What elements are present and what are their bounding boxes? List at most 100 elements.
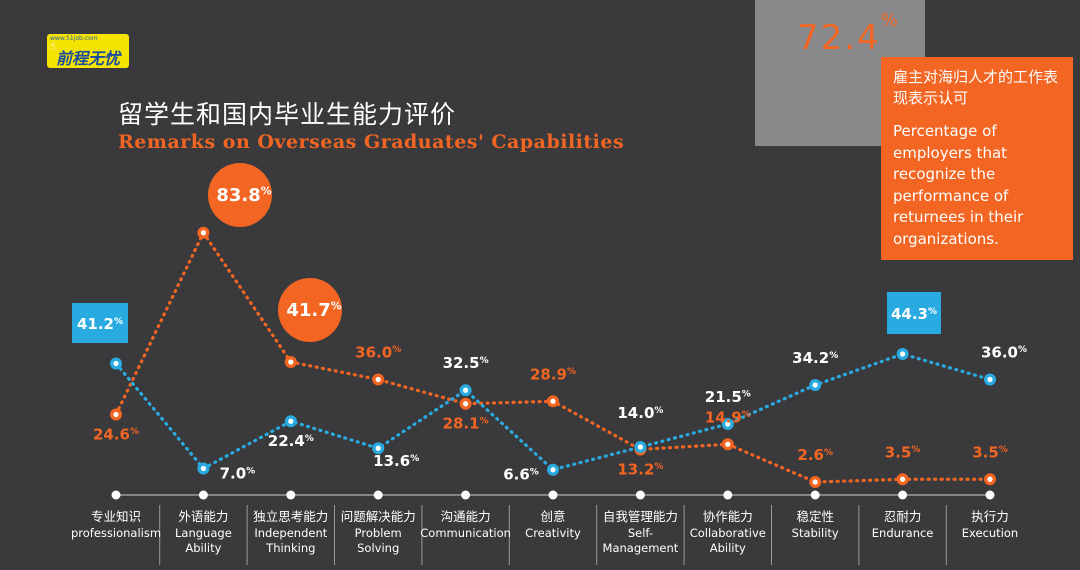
x-tick-label-cn: 创意 bbox=[540, 509, 565, 524]
hand-pointer-icon: ☝ bbox=[49, 39, 57, 53]
x-tick-label-en: Thinking bbox=[265, 541, 315, 555]
data-label: 83.8% bbox=[216, 185, 271, 206]
callout-text-en: Percentage of employers that recognize t… bbox=[893, 122, 1024, 248]
data-label: 13.2% bbox=[617, 460, 663, 478]
data-label: 3.5% bbox=[972, 443, 1008, 461]
data-label: 24.6% bbox=[93, 425, 139, 443]
axis-tick-dot bbox=[635, 490, 645, 500]
axis-tick-dot bbox=[898, 490, 908, 500]
series-point-center bbox=[113, 360, 119, 367]
data-label: 6.6% bbox=[503, 466, 539, 484]
logo-text: 前程无忧 bbox=[56, 49, 121, 68]
series-point-center bbox=[463, 387, 469, 393]
series-point-center bbox=[725, 421, 731, 427]
series-line-1 bbox=[114, 352, 992, 472]
series-point-center bbox=[113, 411, 119, 418]
x-tick-label-en: Creativity bbox=[525, 526, 581, 540]
x-tick-label-en: Self- bbox=[628, 526, 653, 540]
data-label: 14.9% bbox=[705, 408, 751, 426]
axis-tick-dot bbox=[198, 490, 208, 500]
axis-tick-dot bbox=[373, 490, 383, 500]
x-tick-label-cn: 外语能力 bbox=[178, 509, 228, 524]
callout-box: 雇主对海归人才的工作表现表示认可 Percentage of employers… bbox=[881, 57, 1073, 260]
x-tick-label-en: professionalism bbox=[71, 526, 161, 540]
series-point-center bbox=[375, 445, 381, 451]
x-tick-label-en: Language bbox=[175, 526, 232, 540]
axis-tick-dot bbox=[810, 490, 820, 500]
x-tick-label-cn: 独立思考能力 bbox=[253, 509, 328, 524]
series-point-center bbox=[200, 230, 206, 236]
x-tick-label-cn: 自我管理能力 bbox=[603, 509, 678, 524]
data-label: 41.7% bbox=[286, 300, 341, 321]
series-point-center bbox=[550, 398, 556, 404]
x-tick-label-cn: 稳定性 bbox=[796, 509, 834, 524]
axis-tick-dot bbox=[985, 490, 995, 500]
x-tick-label-en: Management bbox=[603, 541, 679, 555]
data-label: 22.4% bbox=[268, 432, 314, 450]
series-point-center bbox=[987, 376, 993, 383]
x-tick-label-en: Problem bbox=[355, 526, 402, 540]
highlight-badge bbox=[72, 303, 128, 343]
data-label: 32.5% bbox=[443, 354, 489, 372]
callout-number: 72.4 bbox=[797, 18, 881, 58]
x-tick-label-cn: 沟通能力 bbox=[441, 509, 491, 524]
callout-unit: % bbox=[880, 10, 900, 31]
x-tick-label-cn: 协作能力 bbox=[703, 509, 753, 524]
data-label: 36.0% bbox=[981, 343, 1027, 361]
logo-url: www.51job.com bbox=[50, 35, 98, 42]
series-point-center bbox=[637, 444, 644, 450]
callout-value: 72.4% bbox=[797, 10, 900, 58]
highlight-badge bbox=[208, 163, 272, 227]
highlight-badge bbox=[887, 292, 941, 334]
series-point-center bbox=[288, 418, 294, 424]
axis-tick-dot bbox=[111, 490, 121, 500]
x-tick-label-en: Collaborative bbox=[690, 526, 766, 540]
x-tick-label-cn: 专业知识 bbox=[91, 509, 141, 524]
axis-tick-dot bbox=[723, 490, 733, 500]
series-point-center bbox=[725, 441, 731, 447]
series-point-center bbox=[987, 476, 993, 482]
data-label: 13.6% bbox=[373, 452, 419, 470]
x-tick-label-en: Communication bbox=[420, 526, 511, 540]
data-label: 44.3% bbox=[891, 305, 937, 323]
data-label: 21.5% bbox=[705, 388, 751, 406]
chart-title-cn: 留学生和国内毕业生能力评价 bbox=[118, 100, 457, 129]
x-tick-label-en: Solving bbox=[357, 541, 399, 555]
axis-tick-dot bbox=[461, 490, 471, 500]
callout-text-cn: 雇主对海归人才的工作表现表示认可 bbox=[893, 68, 1059, 107]
axis-tick-dot bbox=[286, 490, 296, 500]
series-point-center bbox=[288, 359, 294, 365]
brand-logo: www.51job.com ☝ 前程无忧 bbox=[47, 34, 129, 68]
data-label: 28.9% bbox=[530, 365, 576, 383]
x-tick-label-en: Independent bbox=[254, 526, 327, 540]
x-tick-label-cn: 问题解决能力 bbox=[341, 509, 416, 524]
data-label: 28.1% bbox=[443, 415, 489, 433]
axis-tick-dot bbox=[548, 490, 558, 500]
x-tick-label-cn: 忍耐力 bbox=[884, 509, 922, 524]
series-point-center bbox=[812, 382, 818, 388]
data-label: 36.0% bbox=[355, 343, 401, 361]
data-label: 3.5% bbox=[885, 443, 921, 461]
x-tick-label-en: Ability bbox=[185, 541, 221, 555]
series-point-center bbox=[463, 401, 469, 407]
series-point-center bbox=[900, 476, 906, 482]
series-point-center bbox=[550, 467, 556, 473]
series-point-center bbox=[900, 351, 906, 357]
x-tick-label-en: Execution bbox=[962, 526, 1018, 540]
series-point-center bbox=[812, 479, 818, 485]
x-tick-label-en: Ability bbox=[710, 541, 746, 555]
highlight-badge bbox=[278, 278, 342, 342]
x-tick-label-cn: 执行力 bbox=[971, 509, 1009, 524]
data-label: 2.6% bbox=[797, 446, 833, 464]
x-tick-label-en: Endurance bbox=[872, 526, 934, 540]
series-line-0 bbox=[114, 229, 992, 484]
data-label: 14.0% bbox=[617, 404, 663, 422]
series-point-center bbox=[200, 465, 206, 472]
x-tick-label-en: Stability bbox=[792, 526, 839, 540]
chart-title-en: Remarks on Overseas Graduates' Capabilit… bbox=[118, 131, 625, 153]
data-label: 34.2% bbox=[792, 349, 838, 367]
data-label: 41.2% bbox=[77, 315, 123, 333]
series-point-center bbox=[375, 376, 381, 383]
data-label: 7.0% bbox=[220, 465, 256, 483]
